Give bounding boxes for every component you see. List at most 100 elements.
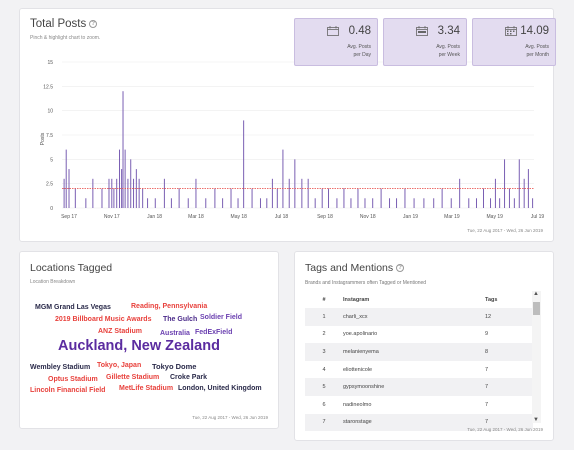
location-word[interactable]: Optus Stadium <box>48 376 98 383</box>
location-word[interactable]: The Gulch <box>163 316 198 323</box>
post-bar <box>532 198 534 208</box>
instagram-cell: gypsymoonshine <box>343 378 485 396</box>
rank-cell: 4 <box>322 366 326 373</box>
post-bar <box>63 178 65 208</box>
post-bar <box>138 178 140 208</box>
location-word[interactable]: Lincoln Financial Field <box>30 387 106 394</box>
x-tick-label: May 19 <box>487 214 504 220</box>
x-tick-label: May 18 <box>231 214 248 220</box>
post-bar <box>170 198 172 208</box>
posts-chart[interactable]: 0 2.5 5 7.5 10 12.5 15 Posts Sep 17 Nov 17 Jan 18 M… <box>20 9 555 243</box>
location-word[interactable]: MGM Grand Las Vegas <box>35 304 111 311</box>
table-row[interactable]: 3 melanienyema 8 <box>305 343 533 361</box>
location-word[interactable]: Tokyo Dome <box>152 362 197 371</box>
table-header-row: # Instagram Tags <box>305 291 533 308</box>
scrollbar-thumb[interactable] <box>533 302 540 315</box>
post-bar <box>222 198 224 208</box>
locations-card: Locations Tagged Location Breakdown MGM … <box>19 251 279 429</box>
x-tick-label: Jan 18 <box>147 214 162 220</box>
tags-count-cell: 12 <box>485 308 533 326</box>
post-bar <box>499 198 501 208</box>
tags-count-cell: 8 <box>485 343 533 361</box>
avg-per-month-value: 14.09 <box>520 25 549 37</box>
instagram-cell: charli_xcx <box>343 308 485 326</box>
post-bar <box>276 188 278 208</box>
x-tick-label: Nov 17 <box>104 214 120 220</box>
location-word[interactable]: FedExField <box>195 329 233 336</box>
help-icon[interactable]: ? <box>89 19 98 28</box>
post-bar <box>404 188 406 208</box>
post-bar <box>65 149 67 208</box>
y-tick-label: 7.5 <box>46 133 53 139</box>
post-bar <box>523 178 525 208</box>
location-word[interactable]: 2019 Billboard Music Awards <box>55 316 152 323</box>
table-row[interactable]: 6 nadineolmo 7 <box>305 396 533 414</box>
post-bar <box>321 188 323 208</box>
table-row[interactable]: 4 eliottenicole 7 <box>305 361 533 379</box>
post-bar <box>423 198 425 208</box>
y-axis-label: Posts <box>40 132 46 145</box>
post-bar <box>205 198 207 208</box>
post-bar <box>336 198 338 208</box>
tags-table: # Instagram Tags 1 charli_xcx 12 2 yoe.apol… <box>305 291 533 432</box>
post-bar <box>288 178 290 208</box>
instagram-cell: melanienyema <box>343 343 485 361</box>
help-icon[interactable]: ? <box>396 264 405 273</box>
table-row[interactable]: 1 charli_xcx 12 <box>305 308 533 326</box>
post-bar <box>147 198 149 208</box>
locations-subtitle: Location Breakdown <box>30 279 76 285</box>
post-bar <box>178 188 180 208</box>
post-bar <box>163 178 165 208</box>
tags-count-cell: 7 <box>485 378 533 396</box>
avg-per-week-value: 3.34 <box>437 25 460 37</box>
column-header[interactable]: Tags <box>485 296 498 303</box>
table-scrollbar[interactable]: ▲ ▼ <box>532 291 541 423</box>
post-bar <box>187 198 189 208</box>
post-bar <box>518 159 520 208</box>
x-tick-label: Nov 18 <box>360 214 376 220</box>
x-tick-label: Sep 18 <box>317 214 333 220</box>
location-word[interactable]: Wembley Stadium <box>30 364 91 371</box>
post-bar <box>490 198 492 208</box>
location-word[interactable]: Soldier Field <box>200 314 243 321</box>
location-word[interactable]: London, United Kingdom <box>178 385 262 392</box>
scroll-up-icon[interactable]: ▲ <box>533 291 539 297</box>
location-word[interactable]: Australia <box>160 330 190 337</box>
calendar-day-icon <box>327 26 339 36</box>
column-header[interactable]: Instagram <box>343 296 370 303</box>
post-bar <box>133 178 135 208</box>
avg-per-month-period: per Month <box>526 52 549 58</box>
post-bar <box>314 198 316 208</box>
scroll-down-icon[interactable]: ▼ <box>533 417 539 423</box>
tags-title-text: Tags and Mentions <box>305 262 394 274</box>
column-header[interactable]: # <box>322 296 326 303</box>
x-tick-label: Mar 18 <box>188 214 204 220</box>
y-tick-label: 2.5 <box>46 182 53 188</box>
table-row[interactable]: 2 yoe.apolinario 9 <box>305 326 533 344</box>
post-bar <box>357 188 359 208</box>
location-word[interactable]: MetLife Stadium <box>119 385 174 392</box>
location-word[interactable]: Tokyo, Japan <box>97 362 142 369</box>
location-word[interactable]: Reading, Pennsylvania <box>131 303 208 310</box>
post-bar <box>230 188 232 208</box>
table-row[interactable]: 5 gypsymoonshine 7 <box>305 378 533 396</box>
post-bar <box>282 149 284 208</box>
instagram-cell: staronstage <box>343 413 485 432</box>
post-bar <box>68 169 70 208</box>
x-tick-label: Jul 18 <box>275 214 289 220</box>
post-bar <box>243 120 245 208</box>
tags-count-cell: 7 <box>485 366 489 373</box>
rank-cell: 1 <box>305 308 343 326</box>
location-word[interactable]: Auckland, New Zealand <box>58 338 220 354</box>
post-bar <box>350 198 352 208</box>
location-word[interactable]: Gillette Stadium <box>106 374 160 381</box>
location-word[interactable]: Croke Park <box>170 374 207 381</box>
tags-mentions-card: Tags and Mentions? Brands and Instagramm… <box>294 251 554 441</box>
table-row[interactable]: 7 staronstage 7 <box>305 413 533 432</box>
post-bar <box>142 188 144 208</box>
post-bar <box>433 198 435 208</box>
post-bar <box>154 198 156 208</box>
post-bar <box>92 178 94 208</box>
post-bar <box>214 188 216 208</box>
location-word[interactable]: ANZ Stadium <box>98 328 142 335</box>
